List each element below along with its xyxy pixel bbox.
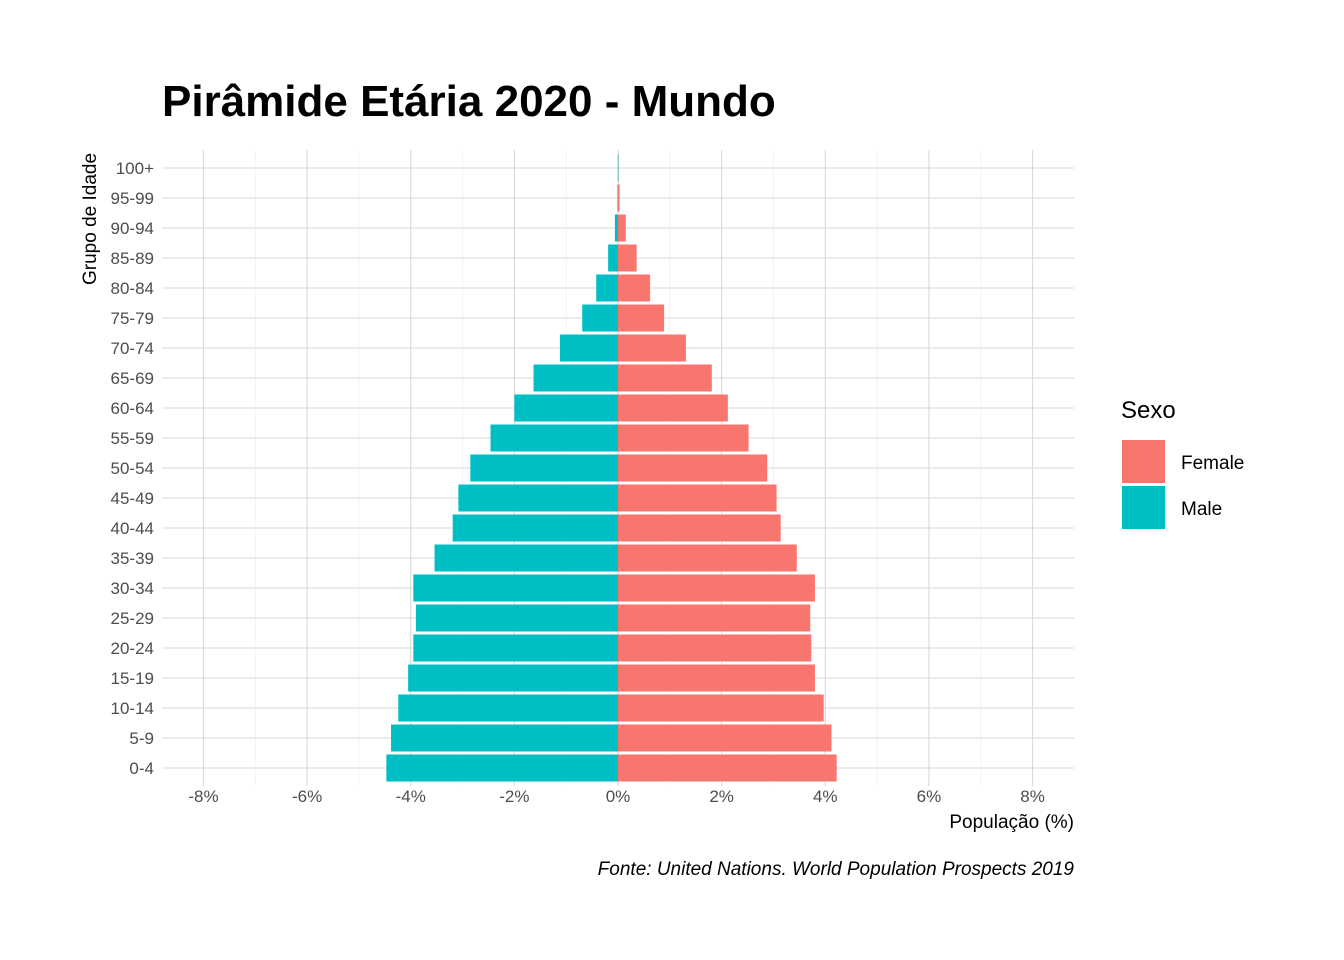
- y-tick-label: 60-64: [111, 399, 154, 418]
- bar-male-25-29: [415, 604, 618, 632]
- bar-female-55-59: [618, 424, 749, 452]
- caption: Fonte: United Nations. World Population …: [598, 859, 1075, 880]
- bar-male-45-49: [458, 484, 618, 512]
- bar-female-65-69: [618, 364, 712, 392]
- x-tick-label: 2%: [709, 787, 734, 806]
- legend-key-female: [1122, 440, 1165, 483]
- bar-male-35-39: [434, 544, 618, 572]
- bar-female-60-64: [618, 394, 728, 422]
- bar-male-60-64: [514, 394, 618, 422]
- y-axis-title: Grupo de Idade: [80, 153, 101, 285]
- bar-female-90-94: [618, 214, 626, 242]
- bar-male-40-44: [452, 514, 618, 542]
- bar-male-65-69: [533, 364, 618, 392]
- legend-key-male: [1122, 486, 1165, 529]
- bar-female-30-34: [618, 574, 815, 602]
- bar-female-75-79: [618, 304, 665, 332]
- x-axis-title: População (%): [949, 812, 1074, 833]
- x-tick-label: 4%: [813, 787, 838, 806]
- bar-female-15-19: [618, 664, 815, 692]
- y-tick-label: 10-14: [111, 699, 154, 718]
- bar-female-45-49: [618, 484, 777, 512]
- legend-label-male: Male: [1181, 499, 1222, 520]
- bar-male-0-4: [386, 754, 618, 782]
- y-tick-label: 80-84: [111, 279, 154, 298]
- x-tick-label: 8%: [1020, 787, 1045, 806]
- y-axis-ticks: 0-4 5-9 10-14 15-19 20-24 25-29 30-34 35-39 40-4…: [111, 159, 155, 778]
- bar-female-0-4: [618, 754, 837, 782]
- bar-male-85-89: [608, 244, 618, 272]
- y-tick-label: 100+: [116, 159, 154, 178]
- y-tick-label: 70-74: [111, 339, 154, 358]
- bar-male-95-99: [617, 184, 619, 212]
- y-tick-label: 90-94: [111, 219, 154, 238]
- bar-female-25-29: [618, 604, 811, 632]
- bar-male-30-34: [413, 574, 618, 602]
- x-tick-label: 6%: [917, 787, 942, 806]
- bar-female-50-54: [618, 454, 768, 482]
- bar-female-40-44: [618, 514, 781, 542]
- bar-male-20-24: [413, 634, 618, 662]
- y-tick-label: 40-44: [111, 519, 154, 538]
- y-tick-label: 35-39: [111, 549, 154, 568]
- chart-title: Pirâmide Etária 2020 - Mundo: [162, 77, 776, 126]
- y-tick-label: 25-29: [111, 609, 154, 628]
- y-tick-label: 0-4: [129, 759, 154, 778]
- bar-female-35-39: [618, 544, 797, 572]
- bar-female-20-24: [618, 634, 812, 662]
- bar-male-10-14: [398, 694, 618, 722]
- bar-female-95-99: [618, 184, 620, 212]
- bar-female-85-89: [618, 244, 637, 272]
- legend-label-female: Female: [1181, 453, 1244, 474]
- legend-title: Sexo: [1121, 397, 1176, 424]
- bar-male-5-9: [391, 724, 618, 752]
- y-tick-label: 65-69: [111, 369, 154, 388]
- x-axis-ticks: -8% -6% -4% -2% 0% 2% 4% 6% 8%: [188, 787, 1044, 806]
- y-tick-label: 50-54: [111, 459, 154, 478]
- bars: [386, 154, 837, 782]
- x-tick-label: 0%: [606, 787, 631, 806]
- y-tick-label: 45-49: [111, 489, 154, 508]
- y-tick-label: 30-34: [111, 579, 154, 598]
- x-tick-label: -4%: [396, 787, 426, 806]
- bar-female-10-14: [618, 694, 824, 722]
- x-tick-label: -6%: [292, 787, 322, 806]
- legend: Sexo Female Male: [1121, 397, 1244, 529]
- bar-female-70-74: [618, 334, 686, 362]
- x-tick-label: -2%: [499, 787, 529, 806]
- bar-male-100+: [617, 154, 619, 182]
- y-tick-label: 15-19: [111, 669, 154, 688]
- bar-male-75-79: [582, 304, 618, 332]
- y-tick-label: 55-59: [111, 429, 154, 448]
- bar-female-5-9: [618, 724, 832, 752]
- bar-male-80-84: [596, 274, 618, 302]
- bar-male-70-74: [559, 334, 618, 362]
- y-tick-label: 5-9: [129, 729, 154, 748]
- bar-female-80-84: [618, 274, 651, 302]
- bar-male-50-54: [470, 454, 618, 482]
- x-tick-label: -8%: [188, 787, 218, 806]
- y-tick-label: 85-89: [111, 249, 154, 268]
- bar-male-55-59: [490, 424, 618, 452]
- y-tick-label: 75-79: [111, 309, 154, 328]
- bar-male-90-94: [614, 214, 618, 242]
- y-tick-label: 20-24: [111, 639, 154, 658]
- y-tick-label: 95-99: [111, 189, 154, 208]
- bar-male-15-19: [408, 664, 618, 692]
